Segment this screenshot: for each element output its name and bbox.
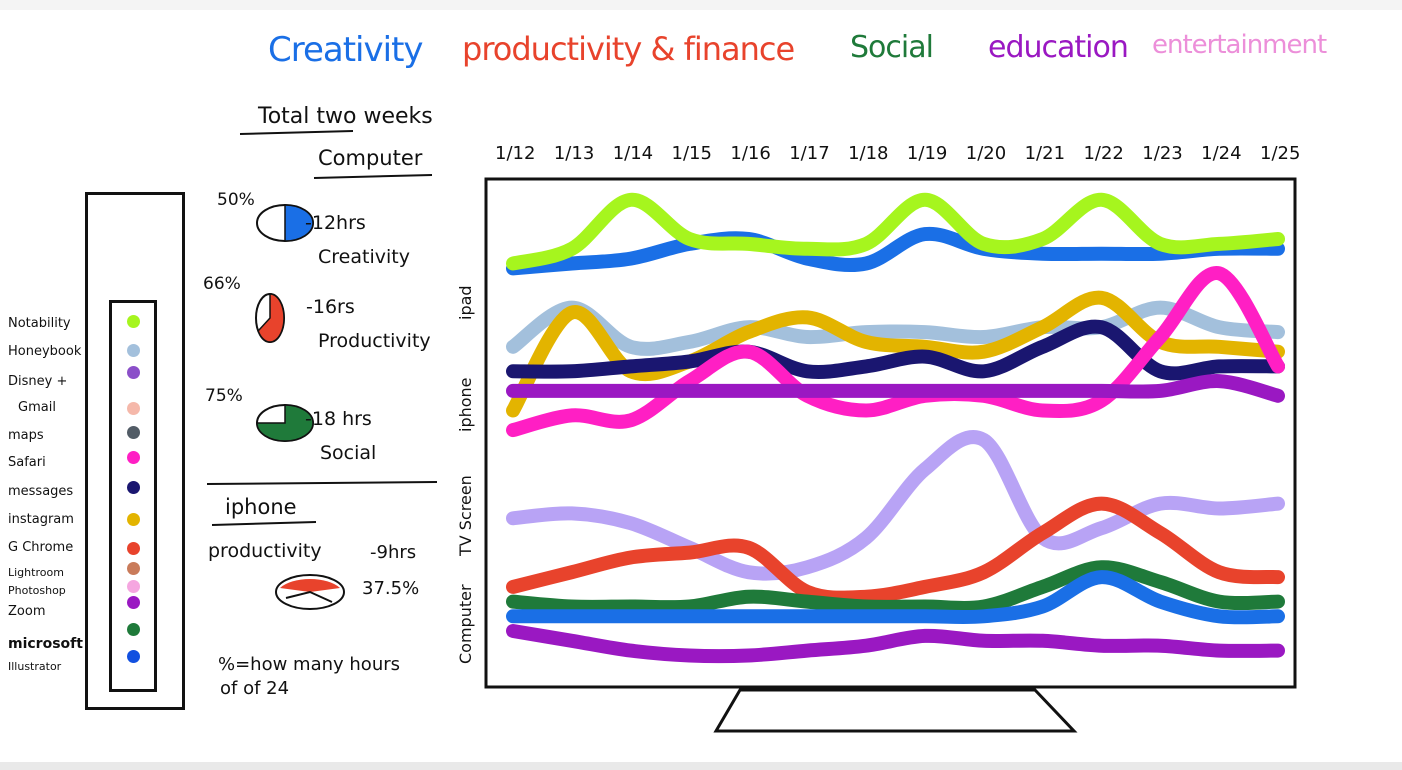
legend-dot-5 xyxy=(127,451,140,464)
legend-label-0: Notability xyxy=(8,316,71,331)
pie-hours-2: -18 hrs xyxy=(305,408,372,430)
iphone-separator xyxy=(206,481,438,485)
pie-slice-1 xyxy=(257,293,285,343)
pie-hours-1: -16rs xyxy=(306,296,355,318)
computer-underline xyxy=(313,174,433,179)
legend-label-7: instagram xyxy=(8,512,74,527)
pie-slice-0 xyxy=(284,204,314,242)
series-line-11 xyxy=(506,624,1285,664)
legend-dot-8 xyxy=(127,542,140,555)
legend-label-12: microsoft xyxy=(8,636,83,652)
iphone-pie xyxy=(275,574,345,610)
pie-category-1: Productivity xyxy=(318,330,431,352)
computer-heading: Computer xyxy=(318,146,423,170)
pie-chart-2 xyxy=(256,404,314,442)
legend-label-9: Lightroom xyxy=(8,566,64,579)
x-tick-label-6: 1/18 xyxy=(848,143,889,164)
pie-percent-2: 75% xyxy=(205,386,243,406)
legend-dot-6 xyxy=(127,481,140,494)
pie-percent-1: 66% xyxy=(203,274,241,294)
series-layer xyxy=(506,192,1285,664)
series-line-10 xyxy=(506,570,1285,625)
x-tick-label-9: 1/21 xyxy=(1024,143,1066,164)
x-tick-label-13: 1/25 xyxy=(1260,143,1301,164)
series-line-8 xyxy=(506,496,1285,605)
legend-dot-13 xyxy=(127,650,140,663)
category-0: Creativity xyxy=(268,30,424,70)
legend-dot-12 xyxy=(127,623,140,636)
pie-chart-1 xyxy=(255,293,285,343)
x-tick-label-5: 1/17 xyxy=(789,143,830,164)
legend-label-2: Disney + xyxy=(8,374,68,389)
category-1: productivity & finance xyxy=(462,30,795,68)
legend-inner-box xyxy=(109,300,157,692)
pie-chart-0 xyxy=(256,204,314,242)
legend-dot-3 xyxy=(127,402,140,415)
legend-dot-10 xyxy=(127,580,140,593)
legend-label-4: maps xyxy=(8,428,44,443)
heading-underline xyxy=(239,130,354,135)
x-tick-label-3: 1/15 xyxy=(671,143,712,164)
category-4: entertainment xyxy=(1152,30,1327,60)
legend-label-11: Zoom xyxy=(8,604,46,619)
legend-dot-7 xyxy=(127,513,140,526)
x-tick-label-8: 1/20 xyxy=(965,143,1007,164)
bottom-band xyxy=(0,762,1402,770)
legend-dot-4 xyxy=(127,426,140,439)
legend-dot-9 xyxy=(127,562,140,575)
category-2: Social xyxy=(850,30,934,65)
top-band xyxy=(0,0,1402,10)
x-tick-label-1: 1/13 xyxy=(553,143,595,164)
series-line-2 xyxy=(506,300,1285,356)
summary-heading: Total two weeks xyxy=(258,104,433,129)
pie-percent-0: 50% xyxy=(217,190,255,210)
legend-dot-11 xyxy=(127,596,140,609)
x-tick-label-11: 1/23 xyxy=(1142,143,1183,164)
series-line-7 xyxy=(506,430,1285,581)
legend-dot-2 xyxy=(127,366,140,379)
x-tick-label-0: 1/12 xyxy=(495,143,536,164)
series-line-1 xyxy=(506,192,1285,271)
x-tick-label-10: 1/22 xyxy=(1083,143,1124,164)
series-line-4 xyxy=(506,319,1285,381)
series-line-6 xyxy=(506,374,1285,403)
category-3: education xyxy=(988,30,1129,65)
x-tick-label-12: 1/24 xyxy=(1201,143,1242,164)
note-line-1: %=how many hours xyxy=(218,654,401,675)
legend-label-3: Gmail xyxy=(18,400,56,415)
pie-category-2: Social xyxy=(320,442,377,464)
legend-dot-1 xyxy=(127,344,140,357)
series-line-9 xyxy=(506,560,1285,615)
legend-label-10: Photoshop xyxy=(8,584,66,597)
iphone-heading: iphone xyxy=(225,495,297,519)
legend-label-1: Honeybook xyxy=(8,344,82,359)
pie-category-0: Creativity xyxy=(318,246,410,268)
iphone-category: productivity xyxy=(208,540,322,562)
x-tick-label-7: 1/19 xyxy=(906,143,948,164)
iphone-underline xyxy=(211,521,317,526)
legend-label-8: G Chrome xyxy=(8,540,74,555)
iphone-percent: 37.5% xyxy=(362,578,420,599)
iphone-hours: -9hrs xyxy=(370,542,417,563)
legend-label-5: Safari xyxy=(8,455,46,470)
series-line-5 xyxy=(506,266,1285,438)
x-tick-label-2: 1/14 xyxy=(612,143,654,164)
pie-hours-0: -12hrs xyxy=(305,212,366,234)
pie-slice-2 xyxy=(256,404,314,442)
chart-frame xyxy=(484,177,1297,689)
legend-label-13: Illustrator xyxy=(8,660,62,673)
legend-dot-0 xyxy=(127,315,140,328)
legend-outer-box xyxy=(85,192,185,710)
legend-label-6: messages xyxy=(8,484,74,499)
x-tick-label-4: 1/16 xyxy=(730,143,771,164)
note-line-2: of of 24 xyxy=(220,678,290,699)
monitor-stand xyxy=(713,688,1078,733)
series-line-0 xyxy=(506,226,1285,276)
